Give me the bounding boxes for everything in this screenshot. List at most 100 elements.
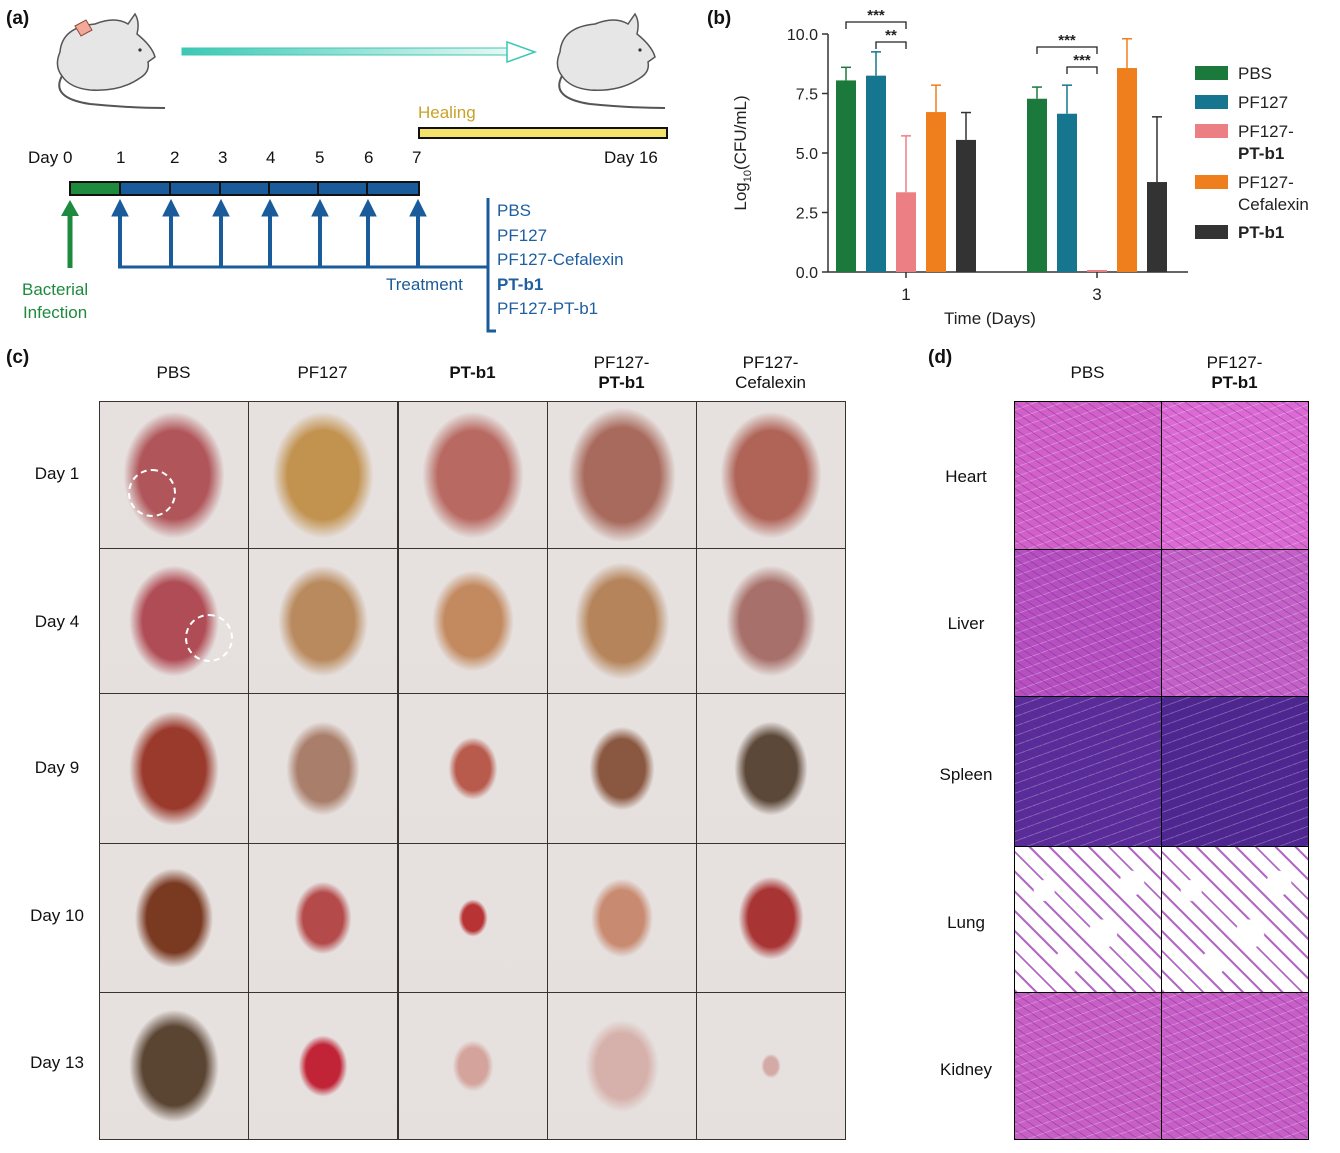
wound-photo (99, 693, 249, 844)
timeline-segment-treatment (317, 181, 368, 196)
column-header-line: PT-b1 (598, 373, 645, 392)
treatment-arrows-icon (111, 198, 496, 333)
histology-image (1161, 549, 1309, 697)
column-header-line: PF127- (593, 353, 650, 372)
histology-image (1014, 696, 1162, 847)
panel-a-label: (a) (6, 8, 30, 29)
wound-photo (696, 843, 846, 993)
day-label: 3 (218, 148, 228, 167)
column-header-line: PBS (156, 363, 191, 382)
day-end-label: Day 16 (604, 148, 658, 167)
y-tick-label: 7.5 (796, 87, 818, 104)
row-header: Heart (945, 467, 987, 486)
group-item: PF127-Cefalexin (497, 250, 624, 269)
group-item: PBS (497, 201, 532, 220)
bar (1027, 98, 1047, 273)
y-tick-label: 10.0 (787, 27, 818, 44)
legend-swatch (1195, 175, 1228, 189)
wound-photo (398, 548, 548, 694)
row-header: Lung (947, 913, 985, 932)
legend-label: PT-b1 (1238, 144, 1284, 163)
treatment-label: Treatment (386, 275, 463, 294)
legend-label: PT-b1 (1238, 223, 1284, 242)
wound-photo (696, 693, 846, 844)
cfu-bar-chart: 0.0 2.5 5.0 7.5 10.0 Log10(CFU/mL) Time (Days)… (731, 7, 1309, 328)
column-header-line: PBS (1070, 363, 1105, 382)
wound-photo (696, 548, 846, 694)
infection-arrow-icon (61, 200, 79, 268)
histology-image (1161, 846, 1309, 993)
wound-photo (547, 693, 697, 844)
bar (956, 139, 976, 272)
wound-photo (547, 548, 697, 694)
infection-label: Bacterial Infection (22, 278, 88, 324)
wound-photo (398, 843, 548, 993)
day-label: 2 (170, 148, 180, 167)
timeline-segment-treatment (366, 181, 420, 196)
wound-photo (696, 401, 846, 549)
row-header: Day 13 (30, 1053, 84, 1072)
wound-photo (547, 992, 697, 1140)
wound-photo (248, 548, 398, 694)
x-tick-label: 1 (901, 285, 910, 304)
histology-image (1014, 401, 1162, 550)
row-header: Day 4 (34, 612, 80, 631)
highlight-circle (185, 614, 233, 662)
timeline-segment-treatment (169, 181, 221, 196)
column-header: PBS (1014, 363, 1161, 383)
timeline-segment-infection (69, 181, 121, 196)
group-item: PF127 (497, 225, 548, 245)
panel-d-label: (d) (928, 347, 953, 368)
significance-label: ** (885, 27, 897, 44)
column-header: PT-b1 (398, 363, 547, 383)
y-tick-label: 5.0 (796, 146, 818, 163)
x-axis-label: Time (Days) (944, 309, 1036, 328)
column-header: PF127- PT-b1 (1161, 353, 1308, 393)
legend-label: PF127- (1238, 173, 1294, 192)
significance-bracket (875, 41, 907, 49)
bar (896, 192, 916, 272)
highlight-circle (128, 469, 176, 517)
legend-label: Cefalexin (1238, 195, 1309, 214)
group-item: PT-b1 (497, 274, 544, 294)
x-tick-label: 3 (1092, 285, 1101, 304)
row-header: Kidney (940, 1060, 992, 1079)
bar (926, 112, 946, 273)
wound-photo (99, 992, 249, 1140)
legend-label: PF127 (1238, 93, 1288, 112)
column-header-line: PF127 (297, 363, 348, 382)
dosing-arrows (61, 198, 496, 333)
wound-photo (248, 992, 398, 1140)
group-item: PF127-PT-b1 (497, 299, 599, 318)
column-header-line: PT-b1 (449, 363, 496, 382)
significance-bracket (845, 21, 907, 29)
column-header-line: PF127- (1206, 353, 1263, 372)
wound-photo (248, 693, 398, 844)
wound-photo (398, 992, 548, 1140)
column-header-line: Cefalexin (735, 373, 806, 392)
wound-photo (547, 401, 697, 549)
legend-label: PBS (1238, 64, 1272, 83)
healed-mouse-icon (556, 12, 666, 109)
bar (836, 80, 856, 272)
row-header: Day 9 (34, 758, 80, 777)
legend-swatch (1195, 225, 1228, 239)
column-header: PF127 (248, 363, 397, 383)
progression-arrow-icon (181, 40, 538, 64)
legend-swatch (1195, 66, 1228, 80)
legend-swatch (1195, 95, 1228, 109)
day-label: 4 (266, 148, 276, 167)
healing-bar (418, 127, 668, 139)
infection-label-line: Bacterial (22, 280, 89, 299)
significance-label: *** (1058, 32, 1076, 49)
wound-photo (248, 401, 398, 549)
healing-label: Healing (418, 103, 476, 122)
bar (866, 75, 886, 273)
wound-photo (398, 693, 548, 844)
wound-photo (99, 843, 249, 993)
column-header: PBS (99, 363, 248, 383)
panel-c-label: (c) (6, 347, 30, 368)
timeline-segment-treatment (119, 181, 171, 196)
column-header: PF127- PT-b1 (547, 353, 696, 393)
histology-image (1161, 696, 1309, 847)
